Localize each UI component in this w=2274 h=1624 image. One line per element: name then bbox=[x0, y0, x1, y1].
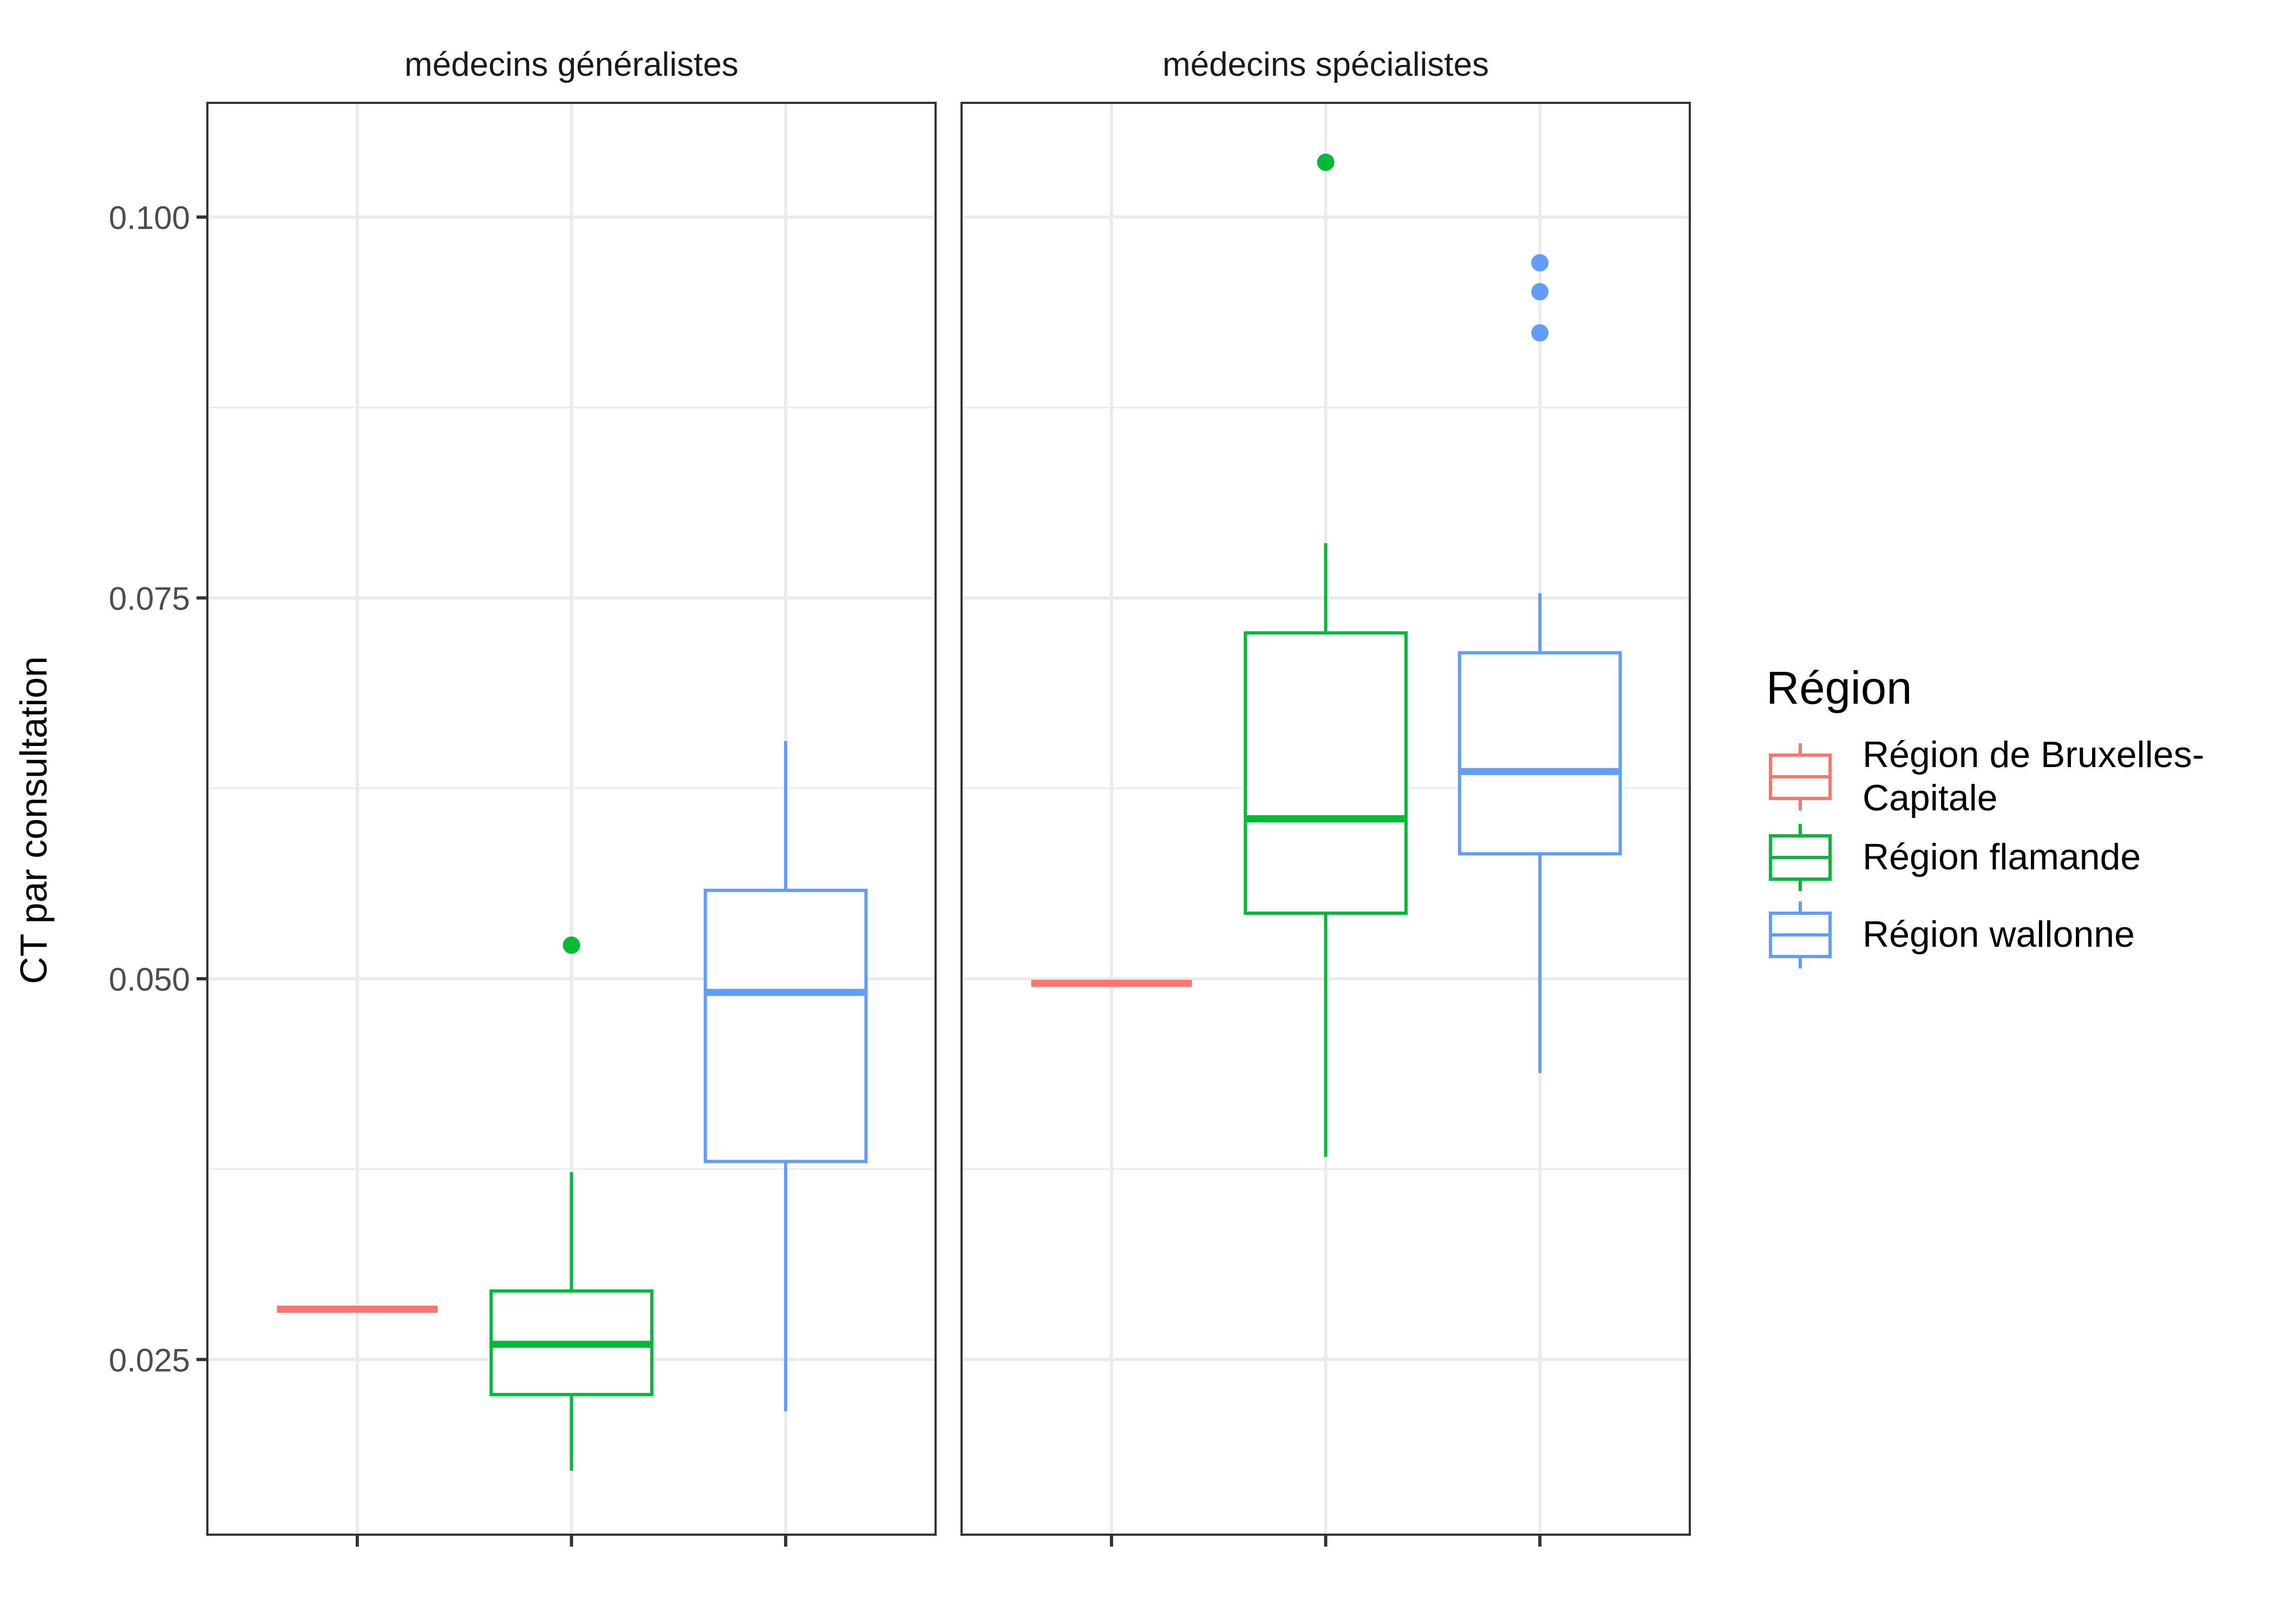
facet-panel: médecins spécialistes bbox=[960, 46, 1691, 1547]
legend: Région Région de Bruxelles-CapitaleRégio… bbox=[1766, 663, 2204, 968]
legend-label: Capitale bbox=[1863, 777, 1998, 818]
outlier-point bbox=[1531, 283, 1549, 300]
outlier-point bbox=[563, 937, 580, 954]
legend-entry: Région de Bruxelles-Capitale bbox=[1769, 734, 2204, 818]
facet-panels: 0.025 0.050 0.075 0.100 médecins généraliste… bbox=[109, 46, 1691, 1547]
legend-entry: Région flamande bbox=[1769, 824, 2141, 891]
y-tick-label: 0.100 bbox=[109, 200, 190, 236]
y-tick-label: 0.050 bbox=[109, 961, 190, 998]
outlier-point bbox=[1531, 254, 1549, 272]
facet-panel: médecins généralistes bbox=[206, 46, 937, 1547]
box-body bbox=[1244, 631, 1408, 915]
legend-entries: Région de Bruxelles-Capitale Région flama… bbox=[1769, 734, 2204, 968]
box-body bbox=[703, 888, 868, 1163]
legend-label: Région flamande bbox=[1863, 836, 2141, 878]
box bbox=[1458, 254, 1622, 1073]
legend-title: Région bbox=[1766, 663, 1912, 714]
legend-label: Région de Bruxelles- bbox=[1863, 734, 2204, 775]
legend-label: Région wallonne bbox=[1863, 914, 2135, 955]
facet-title: médecins spécialistes bbox=[1162, 46, 1489, 83]
outlier-point bbox=[1531, 324, 1549, 342]
box bbox=[703, 741, 868, 1412]
box-body bbox=[1458, 651, 1622, 856]
outlier-point bbox=[1317, 153, 1335, 171]
y-tick-label: 0.025 bbox=[109, 1342, 190, 1378]
y-tick-label: 0.075 bbox=[109, 580, 190, 617]
facet-title: médecins généralistes bbox=[404, 46, 739, 83]
box bbox=[489, 937, 654, 1471]
y-axis-label: CT par consultation bbox=[12, 656, 55, 984]
legend-entry: Région wallonne bbox=[1769, 901, 2135, 968]
box bbox=[1244, 153, 1408, 1157]
